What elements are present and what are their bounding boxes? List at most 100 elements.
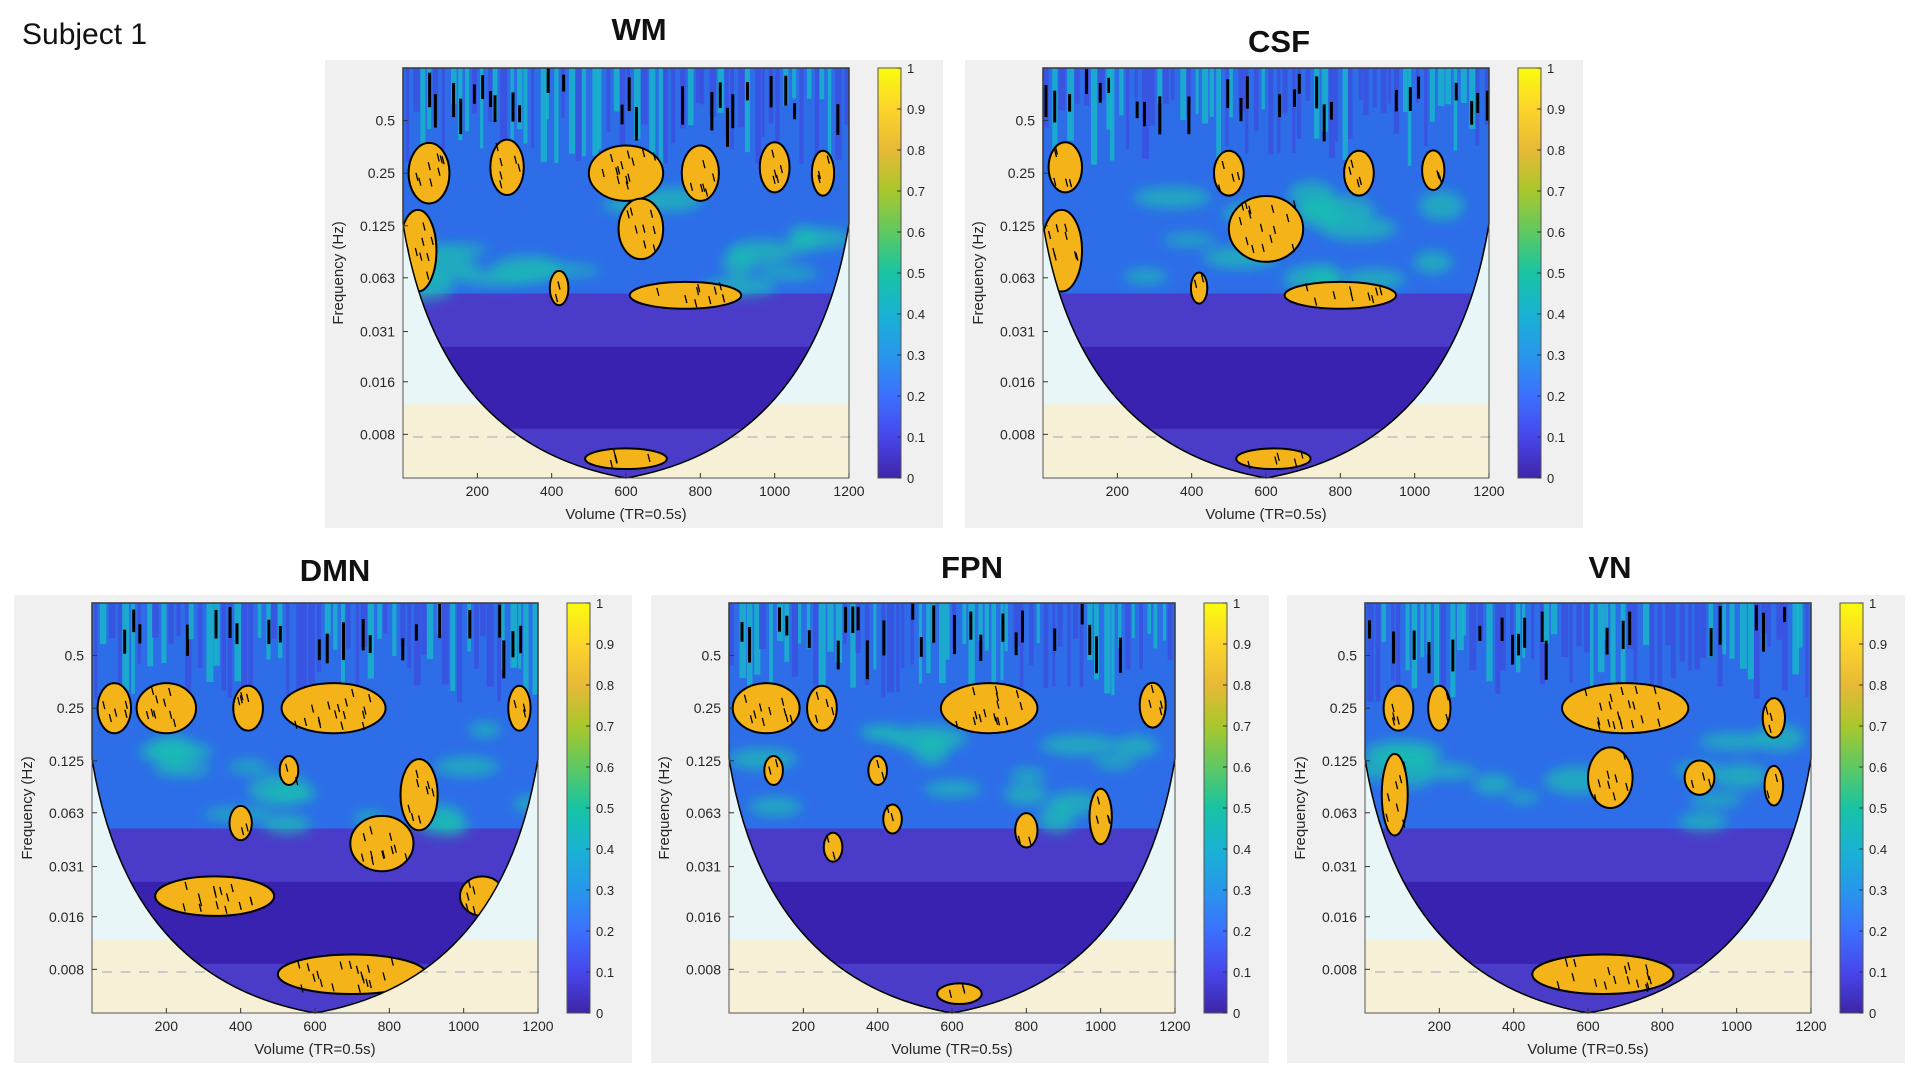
phase-arrow	[1291, 243, 1295, 253]
streak-contour	[851, 606, 855, 633]
phase-arrow	[390, 957, 394, 966]
streak-contour	[1239, 97, 1243, 122]
significant-region-fill	[763, 754, 784, 786]
phase-arrow	[1276, 452, 1280, 462]
streak-contour	[1329, 101, 1333, 120]
phase-arrow	[1437, 172, 1441, 181]
streak	[1722, 603, 1727, 655]
subject-label: Subject 1	[22, 18, 148, 51]
streak	[99, 603, 107, 645]
colorbar-tick-label: 0.9	[1233, 637, 1251, 652]
colorbar-tick-label: 0.8	[1869, 678, 1887, 693]
streak	[1805, 603, 1809, 698]
phase-arrow	[826, 834, 830, 843]
phase-arrow	[773, 169, 777, 178]
streak	[1604, 603, 1609, 640]
streak-contour	[325, 633, 329, 664]
phase-arrow	[213, 889, 217, 898]
significant-region	[882, 803, 903, 835]
significant-region-fill	[867, 754, 888, 786]
streak	[147, 603, 154, 667]
streak	[1109, 68, 1115, 161]
colorbar-tick-label: 0.7	[1233, 719, 1251, 734]
significant-region	[1047, 141, 1084, 194]
wavelet-panel-dmn: 200 400 600 800 1000 1200 0.5 0.25 0.125 0.063 0.0…	[14, 595, 632, 1063]
phase-arrow	[817, 174, 821, 184]
streak-contour	[267, 619, 271, 645]
phase-arrow	[1614, 774, 1618, 783]
y-tick-label: 0.5	[1016, 113, 1036, 129]
colorbar-tick-label: 0.6	[596, 760, 614, 775]
phase-arrow	[996, 700, 1000, 709]
phase-arrow	[656, 287, 660, 297]
streak-contour	[836, 640, 840, 670]
streak	[405, 68, 410, 162]
high-frequency-streaks	[405, 68, 849, 166]
colorbar-tick-label: 0.3	[907, 348, 925, 363]
x-tick-label: 800	[1651, 1018, 1675, 1034]
streak-contour	[1020, 610, 1024, 643]
colorbar-tick-label: 0.6	[1869, 760, 1887, 775]
streak	[1131, 603, 1135, 639]
streak	[1067, 603, 1071, 687]
streak	[792, 68, 797, 99]
significant-region-fill	[96, 682, 133, 735]
phase-arrow	[240, 827, 245, 836]
streak	[1363, 68, 1369, 116]
streak	[1125, 603, 1131, 670]
streak	[819, 68, 825, 100]
streak	[1445, 68, 1452, 105]
streak	[530, 68, 535, 149]
x-tick-label: 600	[1576, 1018, 1600, 1034]
streak-contour	[278, 625, 282, 643]
phase-arrow	[472, 905, 476, 915]
phase-arrow	[390, 845, 394, 855]
phase-arrow	[758, 703, 763, 712]
streak	[486, 603, 494, 687]
phase-arrow	[1293, 200, 1297, 209]
streak	[441, 603, 449, 685]
y-tick-label: 0.25	[57, 700, 84, 716]
phase-arrow	[1193, 279, 1198, 288]
panel-title-fpn: FPN	[941, 550, 1003, 585]
x-tick-label: 1200	[1473, 483, 1504, 499]
phase-arrow	[749, 714, 754, 724]
streak	[1495, 603, 1501, 694]
streak	[1043, 603, 1049, 689]
phase-arrow	[972, 716, 977, 726]
streak	[1170, 68, 1175, 100]
streak	[744, 68, 750, 153]
significant-region	[1587, 746, 1634, 810]
phase-arrow	[1240, 202, 1245, 211]
colorbar-tick-label: 0.6	[1233, 760, 1251, 775]
colorbar-tick-label: 0.7	[1869, 719, 1887, 734]
phase-arrow	[1584, 687, 1588, 697]
phase-arrow	[1774, 773, 1779, 783]
phase-arrow	[238, 901, 242, 911]
streak	[1375, 603, 1381, 702]
phase-arrow	[1394, 781, 1399, 790]
streak	[606, 68, 611, 133]
streak	[1539, 603, 1545, 685]
streak	[421, 603, 427, 655]
streak	[248, 603, 254, 701]
streak	[755, 68, 761, 164]
phase-arrow	[718, 282, 723, 291]
phase-arrow	[1053, 177, 1057, 186]
y-tick-label: 0.125	[1322, 753, 1357, 769]
streak	[501, 603, 505, 670]
significant-region-fill	[587, 144, 665, 202]
streak	[346, 603, 351, 649]
phase-arrow	[1218, 184, 1222, 193]
streak	[900, 603, 905, 669]
streak-contour	[1412, 630, 1416, 660]
wavelet-chart-svg: 200 400 600 800 1000 1200 0.5 0.25 0.125 0.063 0.0…	[330, 61, 925, 523]
significant-region	[1427, 684, 1452, 732]
phase-arrow	[815, 691, 820, 700]
phase-arrow	[649, 209, 654, 218]
streak	[1729, 603, 1735, 659]
streak	[1700, 603, 1707, 658]
streak	[432, 68, 439, 121]
streak	[1244, 68, 1249, 154]
y-axis-label: Frequency (Hz)	[330, 221, 347, 324]
